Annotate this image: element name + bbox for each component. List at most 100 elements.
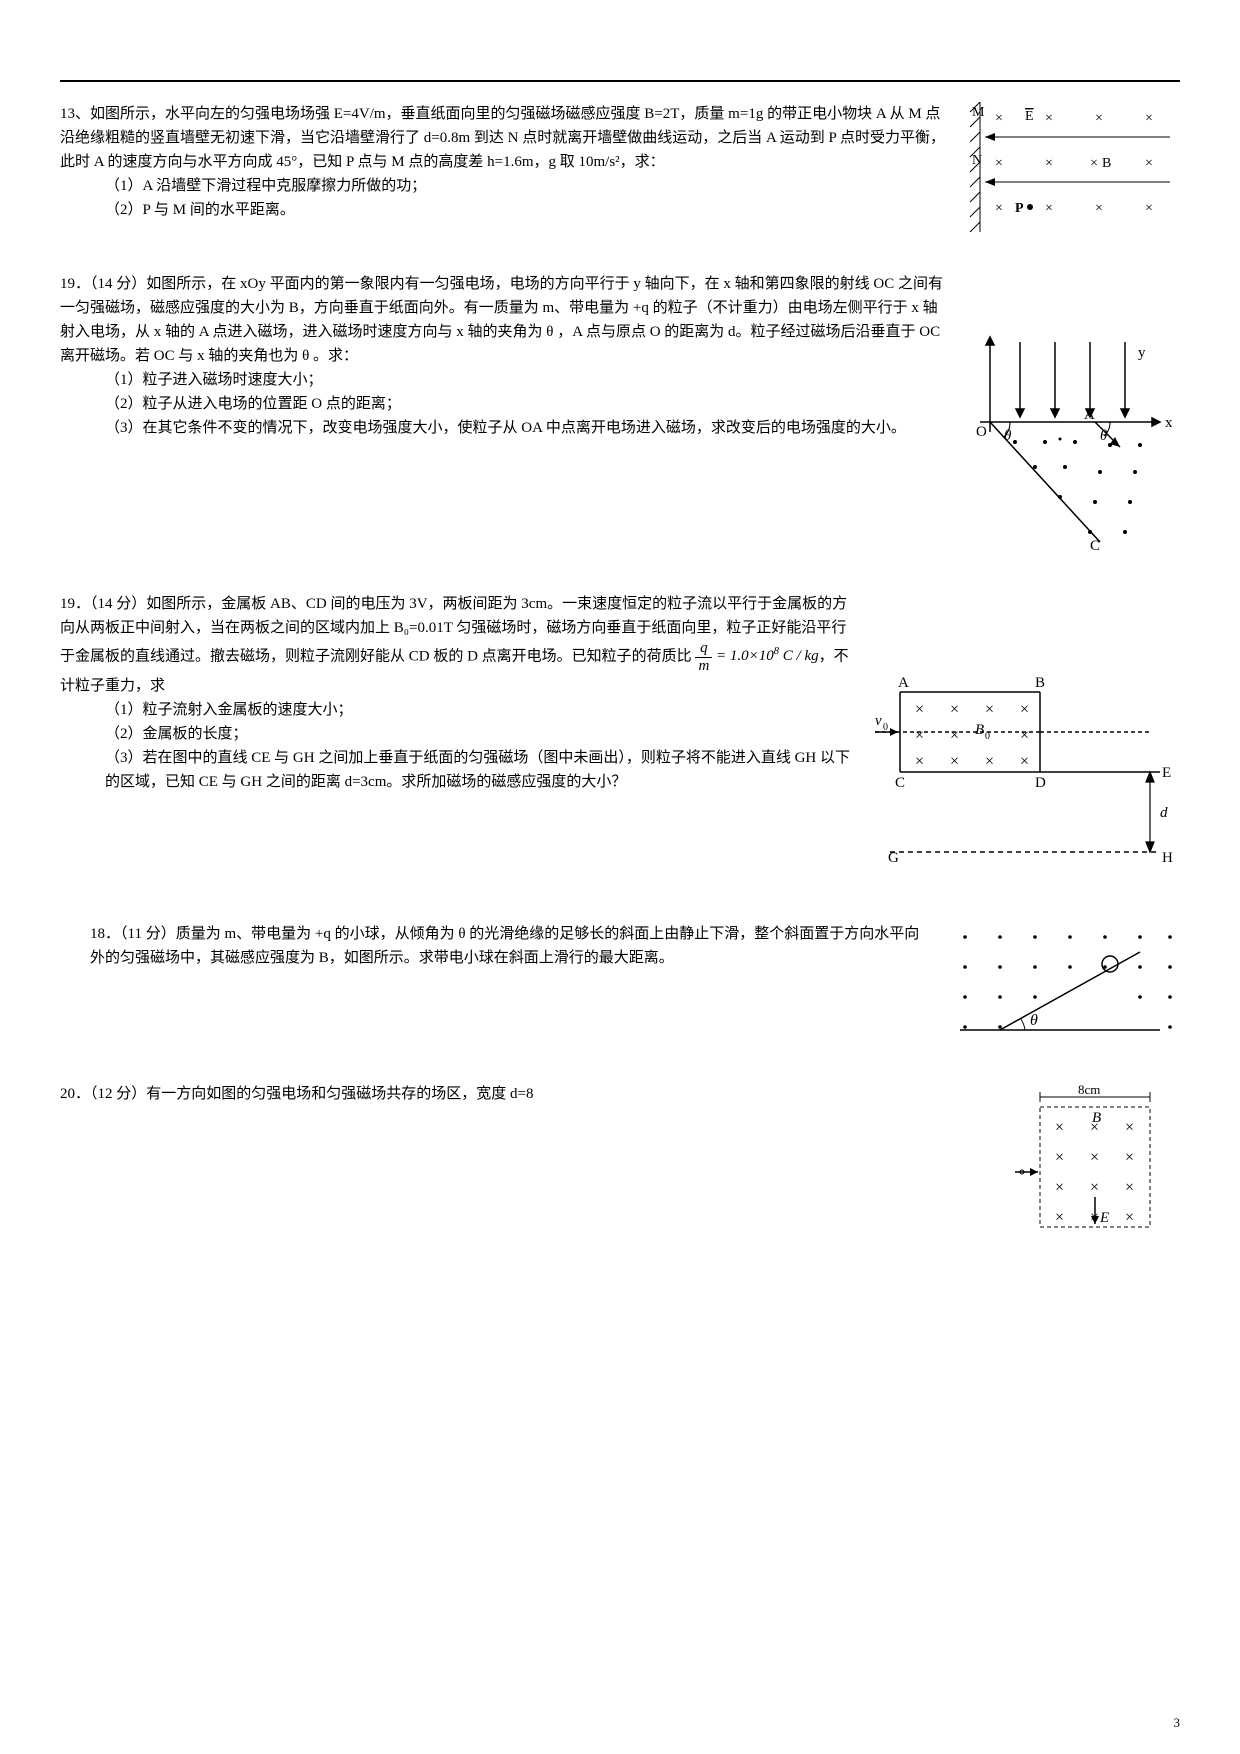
svg-text:×: ×: [950, 753, 959, 770]
sub-text: 粒子进入磁场时速度大小；: [143, 372, 323, 388]
svg-text:×: ×: [915, 701, 924, 718]
svg-text:D: D: [1035, 775, 1046, 791]
svg-text:×: ×: [1125, 1179, 1134, 1196]
sub-text: 粒子流射入金属板的速度大小；: [143, 702, 353, 718]
top-rule: [60, 80, 1180, 82]
svg-text:×: ×: [1145, 111, 1153, 126]
svg-text:×: ×: [1020, 727, 1029, 744]
problem-text: 有一方向如图的匀强电场和匀强磁场共存的场区，宽度 d=8: [146, 1086, 533, 1102]
figure-13: M N × E × × × × × × B × × P × × ×: [960, 102, 1180, 232]
formula-text: = 1.0×108 C / kg: [716, 648, 819, 664]
svg-text:y: y: [1138, 345, 1146, 361]
svg-text:×: ×: [1020, 753, 1029, 770]
sub-text: 若在图中的直线 CE 与 GH 之间加上垂直于纸面的匀强磁场（图中未画出），则粒…: [105, 750, 850, 790]
svg-text:×: ×: [915, 753, 924, 770]
sub-text: 在其它条件不变的情况下，改变电场强度大小，使粒子从 OA 中点离开电场进入磁场，…: [143, 420, 906, 436]
problem-19b: ×××× ××× ×××× AB CD E GH v0 B0 d: [60, 592, 1180, 882]
svg-text:C: C: [895, 775, 905, 791]
svg-text:×: ×: [1125, 1209, 1134, 1226]
svg-text:8cm: 8cm: [1078, 1082, 1100, 1097]
svg-text:A: A: [1084, 407, 1095, 423]
svg-text:G: G: [888, 850, 899, 866]
svg-text:θ: θ: [1100, 428, 1108, 444]
svg-text:0: 0: [883, 722, 888, 733]
svg-text:×: ×: [985, 701, 994, 718]
svg-text:E: E: [1025, 109, 1034, 124]
svg-text:×: ×: [915, 727, 924, 744]
sub-num: （1）: [105, 372, 143, 388]
figure-18: θ: [940, 922, 1180, 1042]
sub-text: 粒子从进入电场的位置距 O 点的距离；: [143, 396, 401, 412]
svg-text:B: B: [1035, 675, 1045, 691]
problem-points: （11 分）: [120, 926, 176, 942]
problem-number: 19．: [60, 276, 90, 292]
svg-text:×: ×: [995, 201, 1003, 216]
problem-text: 如图所示，在 xOy 平面内的第一象限内有一匀强电场，电场的方向平行于 y 轴向…: [60, 276, 943, 364]
svg-text:×: ×: [1055, 1119, 1064, 1136]
svg-text:P: P: [1015, 201, 1024, 216]
svg-text:v: v: [875, 713, 882, 729]
svg-text:B: B: [1092, 1110, 1101, 1126]
svg-text:×: ×: [1055, 1209, 1064, 1226]
svg-text:×: ×: [1020, 701, 1029, 718]
svg-text:×: ×: [1055, 1179, 1064, 1196]
svg-text:x: x: [1165, 415, 1173, 431]
svg-text:E: E: [1099, 1210, 1109, 1226]
svg-text:B: B: [1102, 156, 1111, 171]
figure-20: 8cm ××× ××× ××× ××× B E: [1010, 1082, 1180, 1232]
svg-text:×: ×: [1145, 156, 1153, 171]
problem-13: M N × E × × × × × × B × × P × × ×: [60, 102, 1180, 232]
svg-text:×: ×: [1090, 156, 1098, 171]
svg-text:N: N: [972, 153, 982, 168]
sub-text: A 沿墙壁下滑过程中克服摩擦力所做的功；: [143, 178, 427, 194]
svg-text:×: ×: [1045, 201, 1053, 216]
problem-20: 8cm ××× ××× ××× ××× B E 20．（12 分）有一方向如图的…: [60, 1082, 1180, 1232]
svg-text:×: ×: [1095, 111, 1103, 126]
svg-text:×: ×: [1095, 201, 1103, 216]
svg-text:×: ×: [1090, 1179, 1099, 1196]
problem-points: （14 分）: [90, 596, 146, 612]
svg-text:×: ×: [985, 753, 994, 770]
svg-text:×: ×: [1045, 111, 1053, 126]
svg-text:C: C: [1090, 538, 1100, 552]
figure-19a: y x O θ A θ C: [960, 332, 1180, 552]
problem-number: 13、: [60, 106, 90, 122]
svg-text:×: ×: [950, 701, 959, 718]
sub-num: （2）: [105, 726, 143, 742]
svg-text:×: ×: [1045, 156, 1053, 171]
svg-text:E: E: [1162, 765, 1171, 781]
sub-text: P 与 M 间的水平距离。: [143, 202, 295, 218]
svg-text:B: B: [975, 722, 984, 738]
formula-frac: qm: [695, 640, 712, 674]
problem-points: （14 分）: [90, 276, 146, 292]
svg-text:d: d: [1160, 805, 1168, 821]
svg-text:×: ×: [950, 727, 959, 744]
problem-number: 19．: [60, 596, 90, 612]
problem-19a: y x O θ A θ C 19．（14 分）如图所示，在 xOy 平面内的第一…: [60, 272, 1180, 552]
problem-text: 质量为 m、带电量为 +q 的小球，从倾角为 θ 的光滑绝缘的足够长的斜面上由静…: [90, 926, 919, 966]
problem-number: 18．: [90, 926, 120, 942]
svg-text:0: 0: [985, 731, 990, 742]
svg-text:M: M: [972, 105, 985, 120]
svg-text:×: ×: [1145, 201, 1153, 216]
sub-num: （3）: [105, 420, 143, 436]
svg-text:θ: θ: [1004, 428, 1012, 444]
page-number: 3: [1174, 1713, 1181, 1734]
svg-text:×: ×: [995, 156, 1003, 171]
svg-text:θ: θ: [1030, 1012, 1038, 1029]
problem-text: 如图所示，水平向左的匀强电场场强 E=4V/m，垂直纸面向里的匀强磁场磁感应强度…: [60, 106, 945, 170]
problem-number: 20．: [60, 1086, 90, 1102]
svg-text:×: ×: [1055, 1149, 1064, 1166]
problem-18: θ 18．（11 分）质量为 m、带电量为 +q 的小球，从倾角为 θ 的光滑绝…: [60, 922, 1180, 1042]
svg-text:×: ×: [1090, 1149, 1099, 1166]
svg-text:A: A: [898, 675, 909, 691]
svg-text:H: H: [1162, 850, 1173, 866]
figure-19b: ×××× ××× ×××× AB CD E GH v0 B0 d: [870, 672, 1180, 882]
sub-num: （2）: [105, 202, 143, 218]
sub-num: （3）: [105, 750, 143, 766]
sub-num: （1）: [105, 702, 143, 718]
svg-text:×: ×: [1125, 1149, 1134, 1166]
sub-text: 金属板的长度；: [143, 726, 248, 742]
svg-text:O: O: [976, 424, 987, 440]
svg-text:×: ×: [995, 111, 1003, 126]
